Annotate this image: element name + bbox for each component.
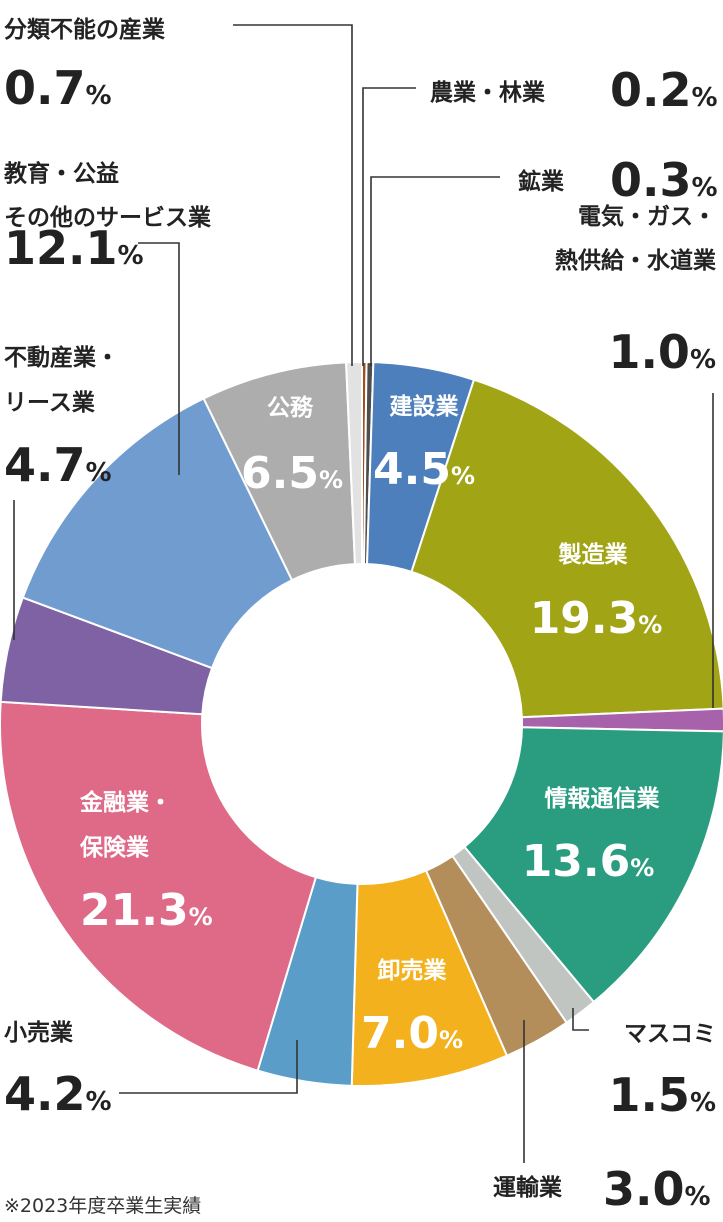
realestate-unit: % <box>86 458 112 488</box>
construction-value: 4.5 <box>373 444 451 495</box>
retail-unit: % <box>86 1087 112 1117</box>
leader-line-education <box>138 242 180 475</box>
leader-lines <box>13 24 714 1163</box>
label-finance-name-2: 保険業 <box>79 834 150 861</box>
utility-unit: % <box>690 345 716 375</box>
label-construction-name: 建設業 <box>390 393 460 420</box>
slice-12 <box>21 397 294 670</box>
public-value: 6.5 <box>241 448 319 499</box>
realestate-value: 4.7 <box>4 438 86 492</box>
utility-value: 1.0 <box>608 325 690 379</box>
label-utility-value: 1.0% <box>608 325 716 379</box>
leader-line-retail <box>119 1040 298 1094</box>
label-wholesale-value: 7.0% <box>361 1008 463 1059</box>
label-realestate-name-2: リース業 <box>4 389 96 416</box>
finance-unit: % <box>189 903 213 931</box>
transport-value: 3.0 <box>603 1162 685 1216</box>
label-education-value: 12.1% <box>4 221 144 275</box>
mining-unit: % <box>692 173 718 203</box>
education-unit: % <box>118 241 144 271</box>
manufacturing-value: 19.3 <box>530 593 639 644</box>
education-value: 12.1 <box>4 221 118 275</box>
leader-line-media <box>572 1008 589 1031</box>
label-wholesale-name: 卸売業 <box>378 957 448 984</box>
label-realestate-name-1: 不動産業・ <box>4 344 119 371</box>
media-unit: % <box>690 1088 716 1118</box>
mining-value: 0.3 <box>610 153 692 207</box>
label-utility-name-2: 熱供給・水道業 <box>555 247 717 274</box>
leader-line-unclassified <box>233 24 353 366</box>
label-utility-name-1: 電気・ガス・ <box>578 203 716 230</box>
label-manufacturing-name: 製造業 <box>558 541 629 568</box>
footnote: ※2023年度卒業生実績 <box>4 1195 201 1217</box>
label-it-value: 13.6% <box>522 836 655 887</box>
finance-value: 21.3 <box>80 885 189 936</box>
leader-line-agri <box>362 87 416 366</box>
label-mining-value: 0.3% <box>610 153 718 207</box>
label-it-name: 情報通信業 <box>545 785 661 812</box>
unclassified-unit: % <box>86 81 112 111</box>
label-finance-name-1: 金融業・ <box>79 789 172 816</box>
agri-unit: % <box>692 83 718 113</box>
label-agri-name: 農業・林業 <box>430 79 546 106</box>
public-unit: % <box>319 466 343 494</box>
label-media-name: マスコミ <box>624 1021 716 1047</box>
donut-slices <box>0 360 723 1087</box>
label-realestate-value: 4.7% <box>4 438 112 492</box>
manufacturing-unit: % <box>638 611 662 639</box>
label-media-value: 1.5% <box>608 1068 716 1122</box>
label-mining-name: 鉱業 <box>518 168 565 195</box>
label-education-name-1: 教育・公益 <box>4 160 119 187</box>
slice-3 <box>410 378 723 719</box>
label-unclassified-value: 0.7% <box>4 61 112 115</box>
wholesale-value: 7.0 <box>361 1008 439 1059</box>
slice-10 <box>0 700 318 1072</box>
leader-line-mining <box>370 176 500 366</box>
label-transport-name: 運輸業 <box>493 1174 563 1201</box>
label-manufacturing-value: 19.3% <box>530 593 663 644</box>
retail-value: 4.2 <box>4 1067 86 1121</box>
agri-value: 0.2 <box>610 63 692 117</box>
label-agri-value: 0.2% <box>610 63 718 117</box>
label-public-value: 6.5% <box>241 448 343 499</box>
wholesale-unit: % <box>439 1026 463 1054</box>
label-transport-value: 3.0% <box>603 1162 711 1216</box>
label-education-name-2: その他のサービス業 <box>4 204 212 231</box>
label-finance-value: 21.3% <box>80 885 213 936</box>
unclassified-value: 0.7 <box>4 61 86 115</box>
label-public-name: 公務 <box>267 394 314 421</box>
label-construction-value: 4.5% <box>373 444 475 495</box>
slice-5 <box>463 726 723 1004</box>
it-unit: % <box>630 854 654 882</box>
label-retail-value: 4.2% <box>4 1067 112 1121</box>
it-value: 13.6 <box>522 836 631 887</box>
construction-unit: % <box>451 462 475 490</box>
label-retail-name: 小売業 <box>4 1019 74 1046</box>
transport-unit: % <box>685 1182 711 1212</box>
label-unclassified-name: 分類不能の産業 <box>4 16 166 43</box>
media-value: 1.5 <box>608 1068 690 1122</box>
